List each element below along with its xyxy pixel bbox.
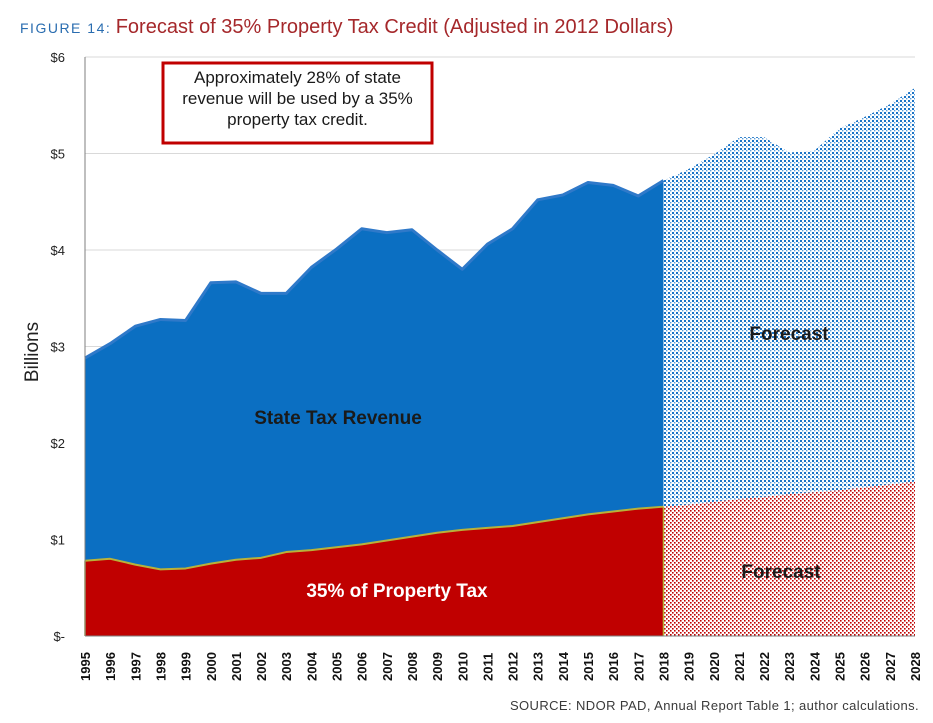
y-tick-label: $3	[51, 340, 65, 355]
figure-title: FIGURE 14: Forecast of 35% Property Tax …	[20, 16, 673, 39]
property-tax-forecast-area	[663, 481, 915, 636]
property-tax-line	[84, 505, 664, 571]
x-tick-label: 2013	[531, 652, 546, 681]
x-tick-label: 2001	[229, 652, 244, 681]
x-tick-label: 2006	[355, 652, 370, 681]
x-tick-label: 2004	[304, 651, 319, 681]
state-revenue-forecast-area	[663, 87, 915, 507]
x-tick-label: 2020	[707, 652, 722, 681]
area-layer	[84, 87, 915, 636]
x-tick-label: 2016	[606, 652, 621, 681]
x-tick-label: 2018	[656, 652, 671, 681]
x-tick-label: 2026	[858, 652, 873, 681]
y-tick-label: $6	[51, 50, 65, 65]
x-tick-label: 1995	[78, 652, 93, 681]
x-tick-label: 2014	[556, 651, 571, 681]
y-tick-label: $2	[51, 436, 65, 451]
x-tick-label: 2012	[506, 652, 521, 681]
x-tick-label: 2024	[807, 651, 822, 681]
x-tick-label: 2003	[279, 652, 294, 681]
y-tick-label: $5	[51, 147, 65, 162]
x-tick-label: 2021	[732, 652, 747, 681]
chart-labels: Billions State Tax Revenue 35% of Proper…	[22, 322, 829, 602]
y-tick-label: $1	[51, 533, 65, 548]
x-tick-label: 2010	[455, 652, 470, 681]
x-tick-label: 2007	[380, 652, 395, 681]
x-tick-label: 2015	[581, 652, 596, 681]
property-tax-area	[85, 506, 664, 636]
x-tick-label: 2022	[757, 652, 772, 681]
x-tick-label: 2023	[782, 652, 797, 681]
x-tick-label: 2009	[430, 652, 445, 681]
x-tick-label: 2019	[682, 652, 697, 681]
axes: $- $1 $2 $3 $4 $5 $6 1995 1996 1997 1998 1999 2000 20…	[51, 50, 923, 681]
y-axis-title: Billions	[22, 322, 43, 382]
annotation-text: Approximately 28% of state revenue will …	[182, 68, 413, 129]
forecast-upper-label: Forecast	[749, 324, 829, 345]
x-tick-label: 1998	[153, 652, 168, 681]
x-tick-label: 2028	[908, 652, 923, 681]
x-tick-label: 2027	[883, 652, 898, 681]
x-tick-label: 2025	[833, 652, 848, 681]
annotation-box: Approximately 28% of state revenue will …	[161, 61, 434, 145]
x-tick-label: 2002	[254, 652, 269, 681]
x-tick-label: 1997	[128, 652, 143, 681]
y-tick-label: $-	[53, 629, 65, 644]
x-tick-label: 2008	[405, 652, 420, 681]
x-tick-label: 2005	[330, 652, 345, 681]
x-tick-label: 1999	[179, 652, 194, 681]
figure-label: FIGURE 14:	[20, 20, 112, 36]
forecast-lower-label: Forecast	[741, 562, 821, 583]
x-tick-label: 2017	[631, 652, 646, 681]
x-tick-label: 1996	[103, 652, 118, 681]
y-tick-label: $4	[51, 243, 65, 258]
property-tax-label: 35% of Property Tax	[306, 581, 488, 602]
figure-heading: Forecast of 35% Property Tax Credit (Adj…	[115, 16, 674, 38]
state-revenue-area	[85, 180, 664, 636]
x-tick-label: 2011	[480, 653, 495, 681]
state-revenue-line	[84, 179, 665, 360]
x-tick-label: 2000	[204, 652, 219, 681]
state-revenue-label: State Tax Revenue	[254, 408, 422, 429]
source-note: SOURCE: NDOR PAD, Annual Report Table 1;…	[509, 698, 919, 713]
